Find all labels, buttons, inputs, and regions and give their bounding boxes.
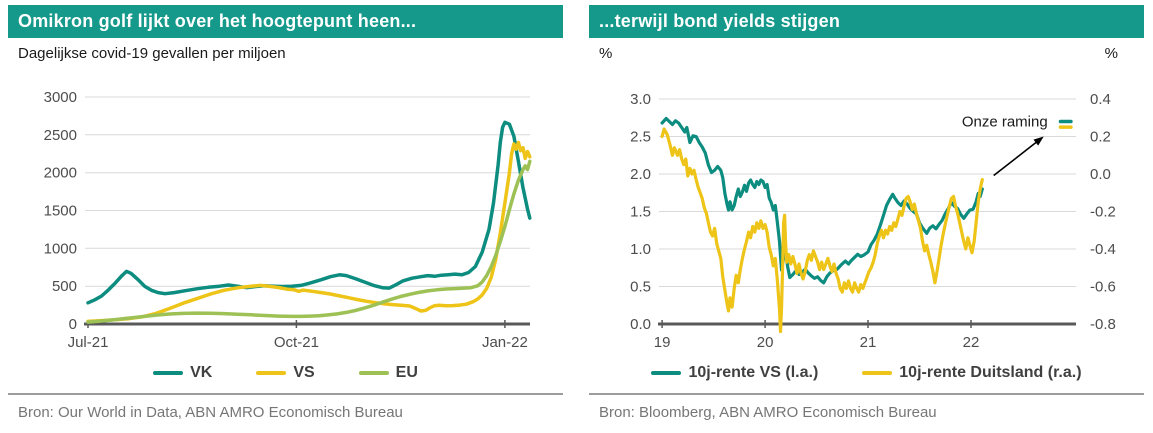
x-axis-tick-label: 22	[963, 334, 980, 351]
x-axis-tick-label: Jul-21	[68, 334, 109, 351]
y-axis-tick-label-left: 1.0	[630, 241, 651, 258]
covid-line-chart: 0 500 1000 1500 2000 2500 3000 Jul-21 Oct-21 Jan-…	[44, 89, 532, 351]
y-axis-tick-label-left: 1.5	[630, 204, 651, 221]
legend-label: 10j-rente Duitsland (r.a.)	[899, 364, 1082, 381]
series-line-10j-rente-duitsland-r-a	[660, 127, 984, 334]
left-axis-unit-label: %	[599, 45, 613, 62]
legend-label: 10j-rente VS (l.a.)	[688, 364, 819, 381]
forecast-marker-dash	[1058, 119, 1073, 124]
bond-axis-units-row: % %	[589, 45, 1144, 65]
panel-divider	[8, 393, 563, 395]
source-note-bonds: Bron: Bloomberg, ABN AMRO Economisch Bur…	[599, 404, 937, 421]
series-line-vk	[86, 120, 532, 305]
bond-chart-legend: 10j-rente VS (l.a.) 10j-rente Duitsland (…	[589, 361, 1144, 385]
x-axis-tick-label: 20	[757, 334, 774, 351]
y-axis-tick-label-left: 2.5	[630, 129, 651, 146]
annotation-text: Onze raming	[962, 114, 1048, 131]
legend-label: VS	[293, 364, 315, 381]
series-line-eu	[86, 159, 532, 324]
legend-item-eu: EU	[358, 364, 418, 382]
y-axis-tick-label-right: -0.8	[1090, 316, 1116, 333]
y-axis-tick-label-left: 0	[69, 316, 77, 333]
annotation-arrowhead	[1033, 136, 1044, 146]
y-axis-tick-label-left: 500	[52, 278, 77, 295]
y-axis-tick-label-left: 2500	[44, 127, 77, 144]
right-axis-unit-label: %	[1104, 45, 1118, 62]
legend-item-10j-rente-duitsland-r-a: 10j-rente Duitsland (r.a.)	[862, 364, 1082, 382]
report-figures-row: Omikron golf lijkt over het hoogtepunt h…	[8, 5, 1144, 421]
x-axis-tick-label: Oct-21	[274, 334, 319, 351]
x-axis-tick-label: Jan-22	[482, 334, 528, 351]
bond-yields-line-chart: 0.0 0.5 1.0 1.5 2.0 2.5 3.0 -0.8 -0.6 -0.4 -0.2 0.0…	[630, 91, 1116, 351]
covid-chart-panel: Omikron golf lijkt over het hoogtepunt h…	[8, 5, 563, 421]
y-axis-tick-label-right: -0.4	[1090, 241, 1116, 258]
covid-chart-legend: VK VS EU	[8, 361, 563, 385]
x-axis-tick-label: 21	[860, 334, 877, 351]
y-axis-tick-label-left: 0.5	[630, 279, 651, 296]
series-line-vs	[86, 140, 532, 324]
y-axis-tick-label-right: 0.4	[1090, 91, 1111, 108]
y-axis-tick-label-left: 2.0	[630, 166, 651, 183]
forecast-marker-dash	[1058, 125, 1073, 129]
y-axis-tick-label-left: 1000	[44, 240, 77, 257]
legend-swatch	[256, 371, 287, 375]
y-axis-tick-label-right: -0.2	[1090, 204, 1116, 221]
y-axis-tick-label-left: 2000	[44, 165, 77, 182]
series-line-10j-rente-vs-l-a	[660, 116, 984, 285]
bond-yields-chart-panel: ...terwijl bond yields stijgen % % 0.0 0.…	[589, 5, 1144, 421]
legend-item-vk: VK	[153, 364, 212, 382]
legend-label: VK	[190, 364, 213, 381]
legend-item-10j-rente-vs-l-a: 10j-rente VS (l.a.)	[651, 364, 818, 382]
y-axis-tick-label-left: 3000	[44, 89, 77, 106]
panel-divider	[589, 393, 1144, 395]
y-axis-tick-label-right: 0.0	[1090, 166, 1111, 183]
y-axis-tick-label-left: 3.0	[630, 91, 651, 108]
x-axis-tick-label: 19	[654, 334, 671, 351]
y-axis-tick-label-left: 0.0	[630, 316, 651, 333]
panel-title-bonds: ...terwijl bond yields stijgen	[589, 5, 1144, 38]
y-axis-tick-label-right: 0.2	[1090, 129, 1111, 146]
legend-swatch	[651, 371, 682, 375]
source-note-covid: Bron: Our World in Data, ABN AMRO Econom…	[18, 404, 403, 421]
legend-swatch	[153, 371, 184, 375]
legend-item-vs: VS	[256, 364, 315, 382]
y-axis-tick-label-right: -0.6	[1090, 279, 1116, 296]
panel-title-covid: Omikron golf lijkt over het hoogtepunt h…	[8, 5, 563, 38]
legend-swatch	[358, 371, 389, 375]
y-axis-tick-label-left: 1500	[44, 203, 77, 220]
legend-swatch	[862, 371, 893, 375]
annotation-arrow-line	[993, 140, 1039, 177]
covid-chart-subtitle: Dagelijkse covid-19 gevallen per miljoen	[18, 45, 286, 62]
legend-label: EU	[395, 364, 418, 381]
